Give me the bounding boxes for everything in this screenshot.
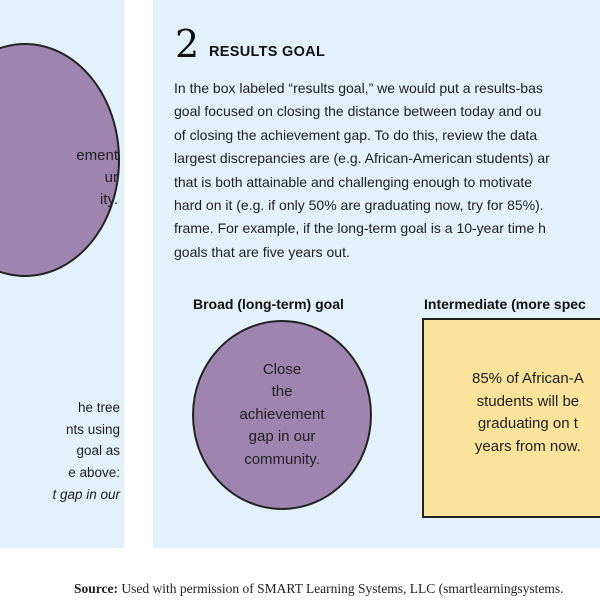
body-line: In the box labeled “results goal,” we wo… xyxy=(174,80,543,96)
source-citation: Source: Used with permission of SMART Le… xyxy=(74,581,564,597)
section-title: RESULTS GOAL xyxy=(209,44,326,60)
left-text-line: goal as xyxy=(76,443,120,458)
left-text-line: he tree xyxy=(77,400,120,415)
body-line: goals that are five years out. xyxy=(174,243,350,260)
broad-goal-text: Close the achievement gap in our communi… xyxy=(239,360,325,468)
results-goal-panel: 2 RESULTS GOAL In the box labeled “resul… xyxy=(153,0,600,548)
body-line: of closing the achievement gap. To do th… xyxy=(174,126,538,143)
broad-goal-heading: Broad (long-term) goal xyxy=(193,296,344,312)
left-circle-text: ement ur ity. xyxy=(76,147,118,208)
intermediate-goal-heading: Intermediate (more spec xyxy=(424,296,586,312)
left-text-line: t gap in our xyxy=(52,487,120,502)
body-line: hard on it (e.g. if only 50% are graduat… xyxy=(174,197,544,214)
body-paragraph: In the box labeled “results goal,” we wo… xyxy=(174,77,600,264)
body-line: goal focused on closing the distance bet… xyxy=(174,103,542,120)
body-line: frame. For example, if the long-term goa… xyxy=(174,220,546,237)
body-line: largest discrepancies are (e.g. African-… xyxy=(174,150,550,167)
intermediate-goal-box: 85% of African-A students will be gradua… xyxy=(422,318,600,518)
left-text-line: nts using xyxy=(65,422,120,437)
broad-goal-circle: Close the achievement gap in our communi… xyxy=(192,320,372,510)
step-number: 2 xyxy=(175,22,200,66)
intermediate-goal-text: 85% of African-A students will be gradua… xyxy=(472,370,584,455)
source-text: Used with permission of SMART Learning S… xyxy=(121,581,564,596)
left-panel: ement ur ity. he tree nts using goal as … xyxy=(0,0,124,548)
body-line: that is both attainable and challenging … xyxy=(174,173,533,190)
left-text-line: e above: xyxy=(68,465,120,480)
source-label: Source: xyxy=(74,581,118,596)
